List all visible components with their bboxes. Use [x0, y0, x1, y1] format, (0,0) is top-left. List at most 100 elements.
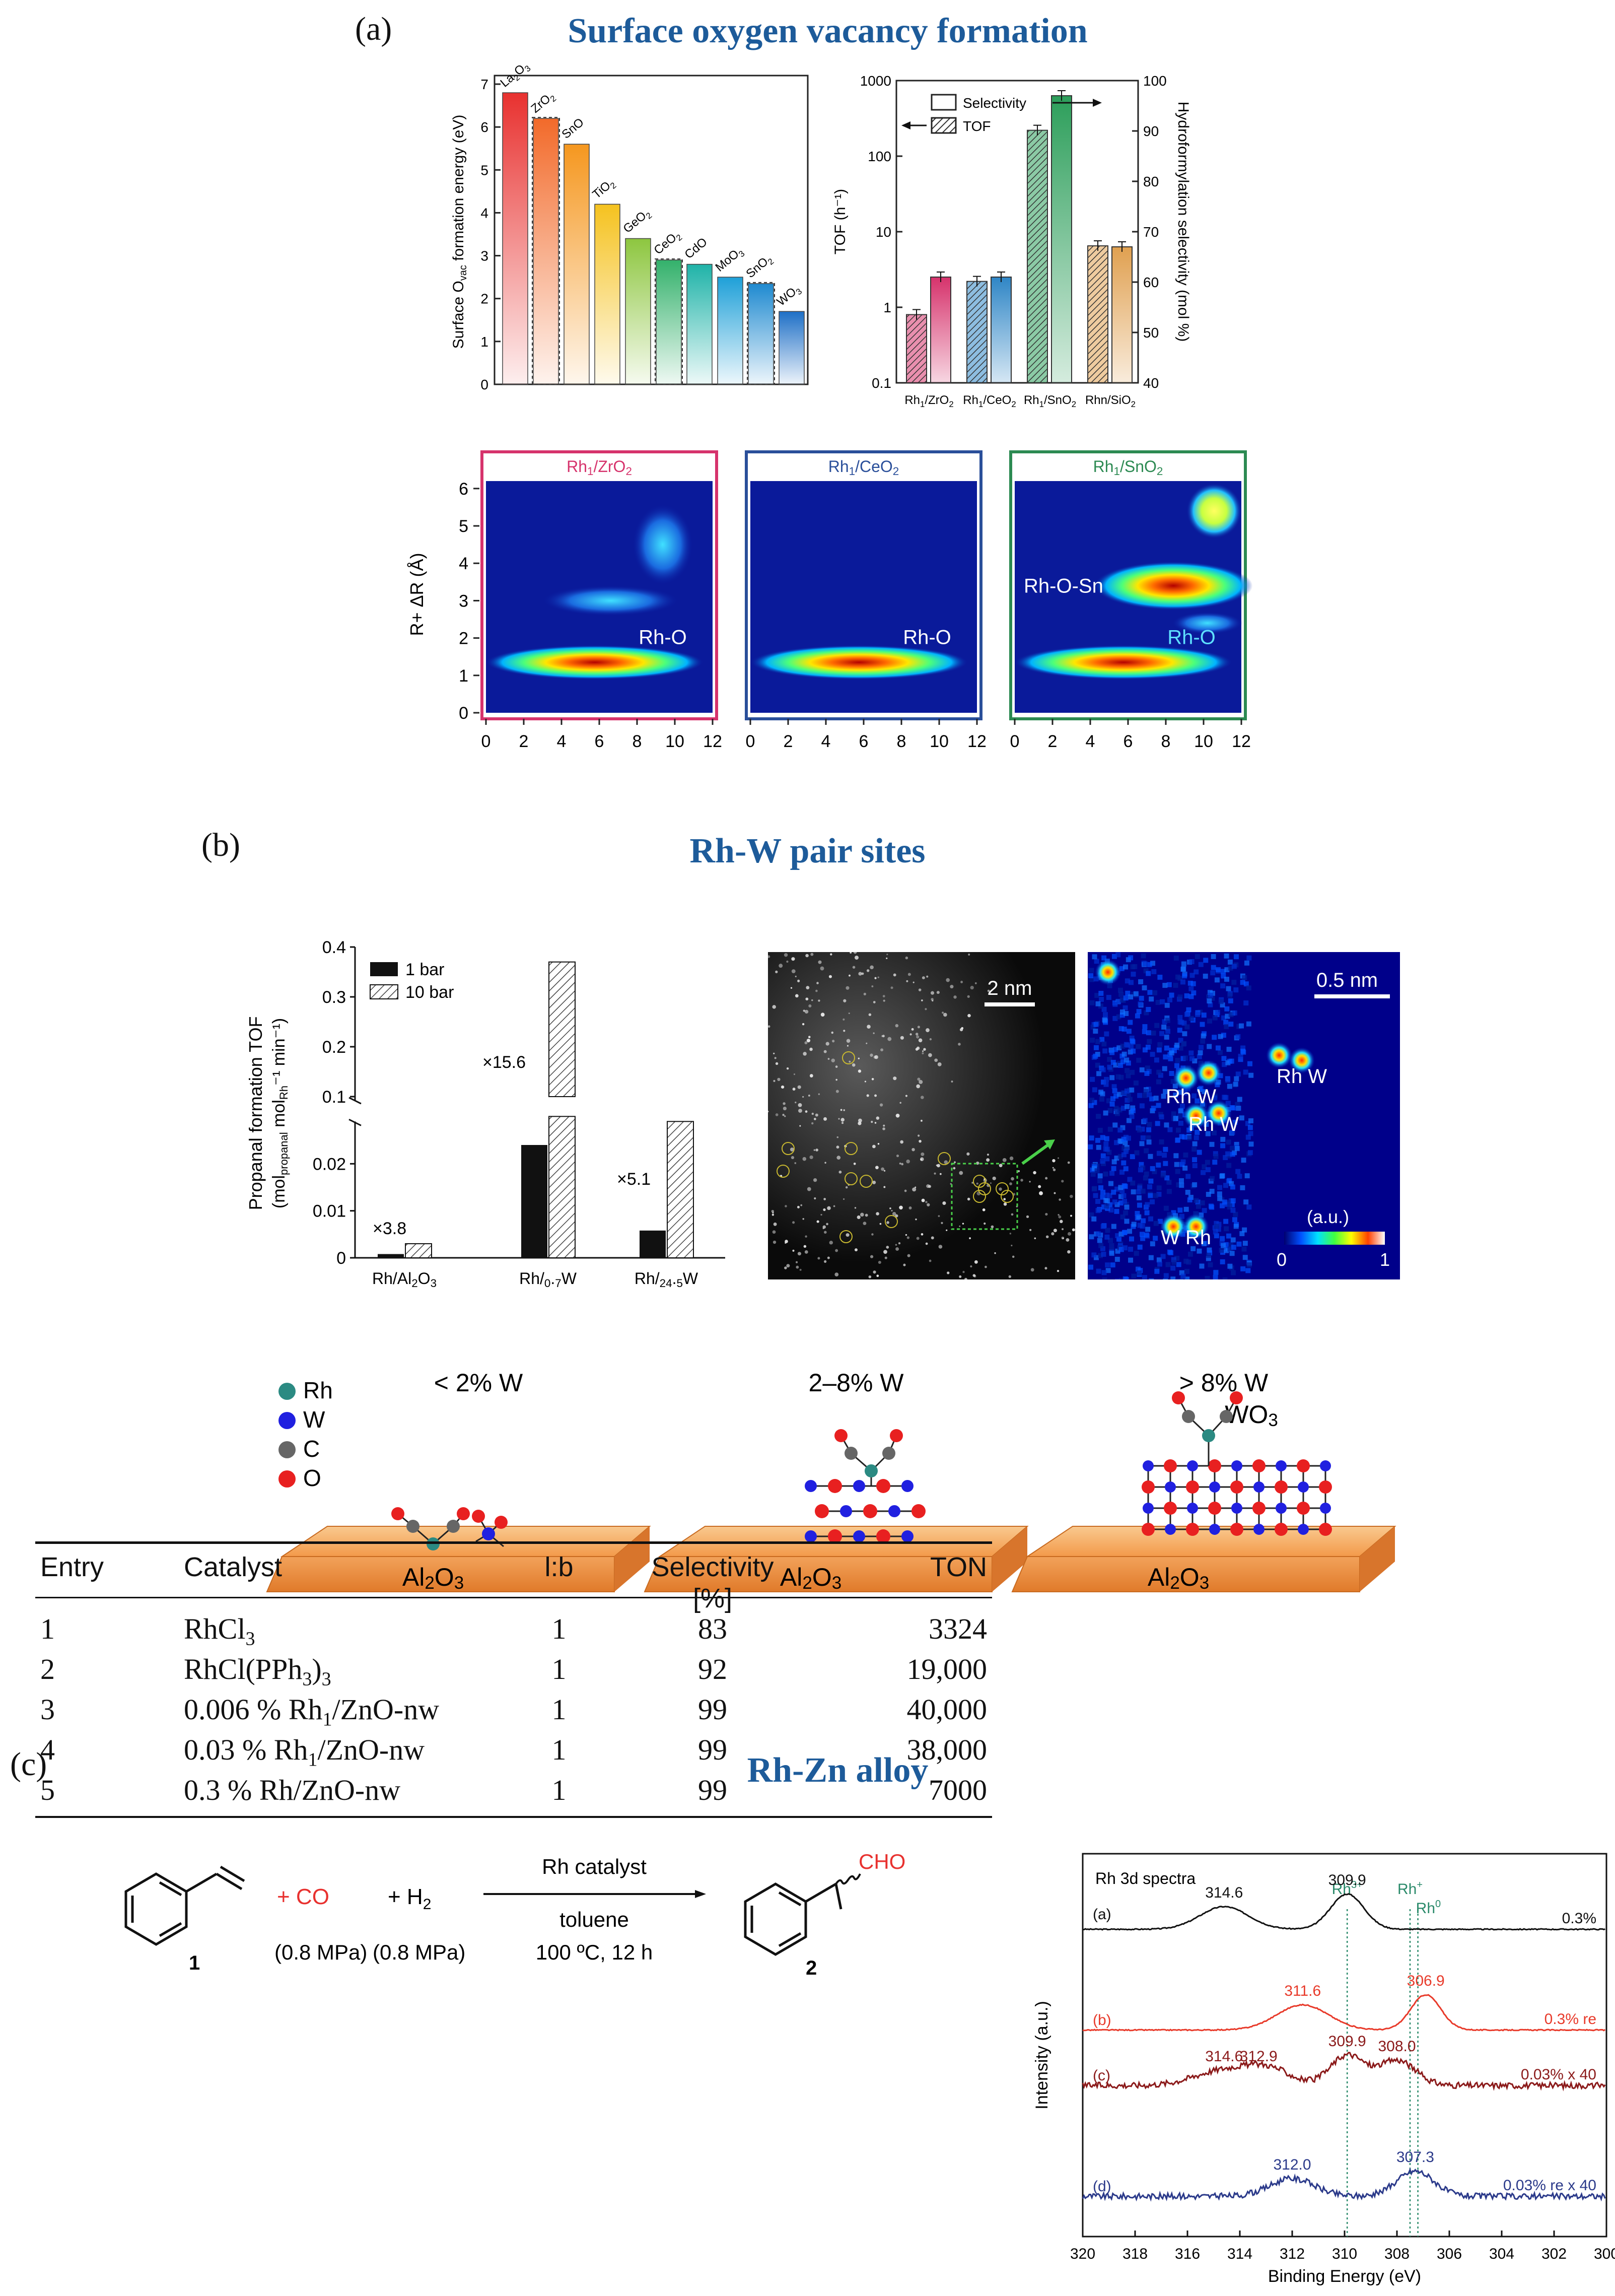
- atom-marker: [978, 1182, 991, 1195]
- atom-blob: [1289, 1047, 1315, 1073]
- atom: [1165, 1481, 1176, 1493]
- atom: [1164, 1459, 1177, 1472]
- wo3-lattice: [1142, 1391, 1332, 1536]
- atom-marker: [842, 1051, 855, 1064]
- atom: [828, 1479, 842, 1493]
- propanal-ytick: 0.3: [322, 988, 346, 1007]
- pair-label-4: W Rh: [1161, 1227, 1211, 1249]
- propanal-ylabel-units: (molpropanal molRh⁻¹ min⁻¹): [269, 1018, 290, 1208]
- lb-cell: 1: [551, 1653, 567, 1685]
- atom: [805, 1480, 817, 1492]
- aldehyde-product-structure: [744, 1873, 861, 1956]
- xps-xtick: 314: [1227, 2246, 1252, 2262]
- vacancy-bar-label: GeO2​: [621, 206, 654, 237]
- atom: [1275, 1480, 1288, 1494]
- chart2-ytick-left: 10: [876, 224, 891, 240]
- panel-b-title: Rh-W pair sites: [689, 832, 926, 870]
- chart1-ytick: 0: [480, 377, 488, 392]
- legend-1bar-swatch: [370, 962, 398, 976]
- dashed-outline: [532, 117, 560, 385]
- atom: [391, 1507, 404, 1520]
- selectivity-cell: 92: [698, 1653, 727, 1685]
- header-lb: l:b: [544, 1552, 574, 1582]
- cho-group: CHO: [859, 1850, 905, 1873]
- xps-ylabel: Intensity (a.u.): [1032, 2001, 1051, 2109]
- atom: [865, 1464, 878, 1477]
- rh-o-feature: [486, 645, 704, 680]
- xps-peak-label: 307.3: [1396, 2149, 1434, 2166]
- wavelet-xtick: 4: [821, 732, 831, 751]
- atom: [1297, 1459, 1310, 1472]
- atom: [853, 1480, 865, 1492]
- atom: [853, 1530, 865, 1542]
- chart2-category-label: Rh1​/SnO2​: [1024, 393, 1076, 409]
- wavelet-ytick: 1: [459, 666, 468, 686]
- wavelet-ytick: 2: [459, 629, 468, 648]
- wavelet-panel-title: Rh1​/ZrO2​: [567, 457, 632, 478]
- co-reagent: + CO: [277, 1884, 329, 1909]
- ton-cell: 19,000: [906, 1653, 988, 1685]
- legend-tof-label: TOF: [963, 118, 991, 134]
- multiplier-annotation: ×3.8: [373, 1219, 406, 1238]
- propanal-ytick: 0: [336, 1249, 346, 1268]
- vacancy-bar-label: La2​O3​: [498, 65, 533, 92]
- scale-bar-line: [985, 1002, 1035, 1006]
- chart1-ytick: 6: [480, 119, 488, 135]
- wavelet-peak-label: Rh-O: [639, 627, 687, 649]
- atom: [890, 1429, 903, 1442]
- rh-dicarbonyl-isolated: [391, 1507, 470, 1550]
- support-label: Al2​O3​: [402, 1563, 464, 1593]
- stem-image-zoom: 0.5 nm Rh W Rh W Rh W W Rh (a.u.) 0 1: [1088, 952, 1400, 1279]
- tof-1bar: [521, 1145, 547, 1258]
- tof-bar: [906, 314, 927, 383]
- table-bottom-rule: [35, 1816, 992, 1818]
- vacancy-bar-label: TiO2​: [590, 176, 618, 203]
- chart2-ytick-left: 100: [868, 149, 891, 164]
- wavelet-xtick: 8: [633, 732, 642, 751]
- atom: [1182, 1410, 1195, 1423]
- colorbar: [1284, 1232, 1385, 1245]
- atom-marker: [860, 1175, 873, 1188]
- selectivity-bar: [930, 277, 951, 383]
- tof-bar: [1087, 245, 1108, 383]
- legend-selectivity-label: Selectivity: [963, 95, 1026, 111]
- support-slab: Al2​O3​ < 2% W: [266, 1369, 651, 1593]
- atom: [840, 1505, 852, 1517]
- atom: [1230, 1391, 1243, 1404]
- xps-peak-label: 306.9: [1407, 1973, 1445, 1989]
- tungsten-loading-heading: < 2% W: [434, 1369, 523, 1397]
- atom: [1187, 1460, 1198, 1471]
- atom-marker: [839, 1230, 853, 1243]
- tungsten-oxide-cluster: [472, 1510, 508, 1547]
- atom-blob: [1266, 1042, 1292, 1068]
- legend-atom-label: O: [303, 1465, 321, 1491]
- propanal-ytick: 0.1: [322, 1088, 346, 1107]
- vacancy-bar: [717, 277, 743, 385]
- chart1-frame: [494, 75, 809, 385]
- ton-cell: 7000: [929, 1774, 987, 1806]
- legend-atom-dot: [278, 1383, 296, 1400]
- wavelet-xtick: 8: [1161, 732, 1171, 751]
- ton-cell: 40,000: [906, 1693, 988, 1726]
- atom-marker: [938, 1152, 951, 1165]
- selectivity-cell: 99: [698, 1774, 727, 1806]
- lb-cell: 1: [551, 1693, 567, 1726]
- multiplier-annotation: ×15.6: [482, 1053, 526, 1072]
- xps-xtick: 316: [1175, 2246, 1200, 2262]
- atom-blob: [1095, 959, 1121, 985]
- vacancy-bar-label: SnO2​: [744, 252, 776, 283]
- xps-peak-label: 314.6: [1205, 2048, 1243, 2065]
- legend-atom-dot: [278, 1470, 296, 1488]
- styrene-structure: [124, 1865, 245, 1946]
- wavelet-xtick: 4: [1086, 732, 1095, 751]
- xps-xtick: 300: [1594, 2246, 1615, 2262]
- wavelet-xtick: 10: [1194, 732, 1213, 751]
- legend-10bar-label: 10 bar: [405, 983, 454, 1002]
- selectivity-bar: [1051, 95, 1072, 383]
- xps-xtick: 312: [1280, 2246, 1305, 2262]
- oxidation-marker-label: Rh0: [1416, 1899, 1441, 1917]
- table-top-rule: [35, 1541, 992, 1544]
- table-row: 4 0.03 % Rh1/ZnO-nw 1 99 38,000: [35, 1733, 992, 1773]
- chart2-category-label: Rh1​/ZrO2​: [904, 393, 953, 409]
- h2-reagent: + H2: [388, 1884, 431, 1913]
